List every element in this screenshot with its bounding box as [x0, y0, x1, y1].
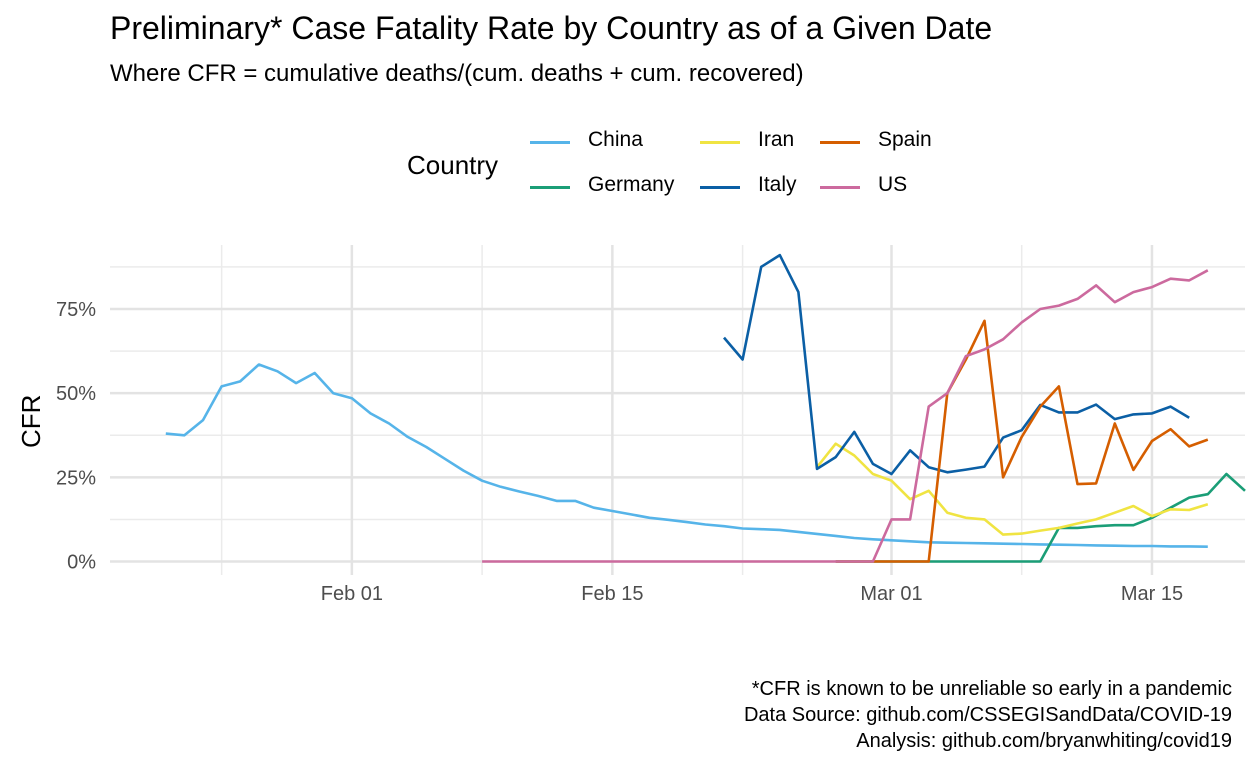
x-tick-label: Feb 01 [321, 583, 383, 605]
legend-label: US [878, 173, 908, 196]
y-tick-label: 75% [56, 299, 96, 321]
y-tick-label: 0% [67, 552, 96, 574]
caption-analysis: Analysis: github.com/bryanwhiting/covid1… [856, 730, 1232, 752]
caption-disclaimer: *CFR is known to be unreliable so early … [751, 678, 1232, 700]
x-tick-label: Feb 15 [581, 583, 643, 605]
caption-data-source: Data Source: github.com/CSSEGISandData/C… [743, 704, 1232, 726]
series-line-spain [835, 319, 1209, 563]
legend-label: China [588, 128, 643, 151]
series-line-china [165, 363, 1208, 548]
series-line-italy [723, 253, 1190, 476]
y-tick-label: 25% [56, 467, 96, 489]
y-tick-label: 50% [56, 383, 96, 405]
legend-swatch [530, 141, 570, 144]
chart-subtitle: Where CFR = cumulative deaths/(cum. deat… [110, 60, 804, 87]
legend-swatch [700, 141, 740, 144]
legend-swatch [820, 141, 860, 144]
legend-swatch [700, 186, 740, 189]
x-tick-label: Mar 15 [1121, 583, 1183, 605]
legend-title: Country [407, 150, 499, 180]
line-chart: 0% 25% 50% 75% Feb 01 Feb 15 Mar 01 Mar 15 [56, 245, 1246, 605]
legend-label: Italy [758, 173, 797, 196]
legend-label: Spain [878, 128, 932, 151]
series-line-iran [815, 442, 1209, 536]
legend-label: Germany [588, 173, 675, 196]
legend: Country China Iran Spain Germany Italy US [0, 0, 1248, 230]
legend-swatch [530, 186, 570, 189]
series-line-us [482, 269, 1209, 563]
legend-label: Iran [758, 128, 795, 151]
legend-swatch [820, 186, 860, 189]
chart-title: Preliminary* Case Fatality Rate by Count… [110, 10, 993, 46]
x-tick-label: Mar 01 [860, 583, 922, 605]
